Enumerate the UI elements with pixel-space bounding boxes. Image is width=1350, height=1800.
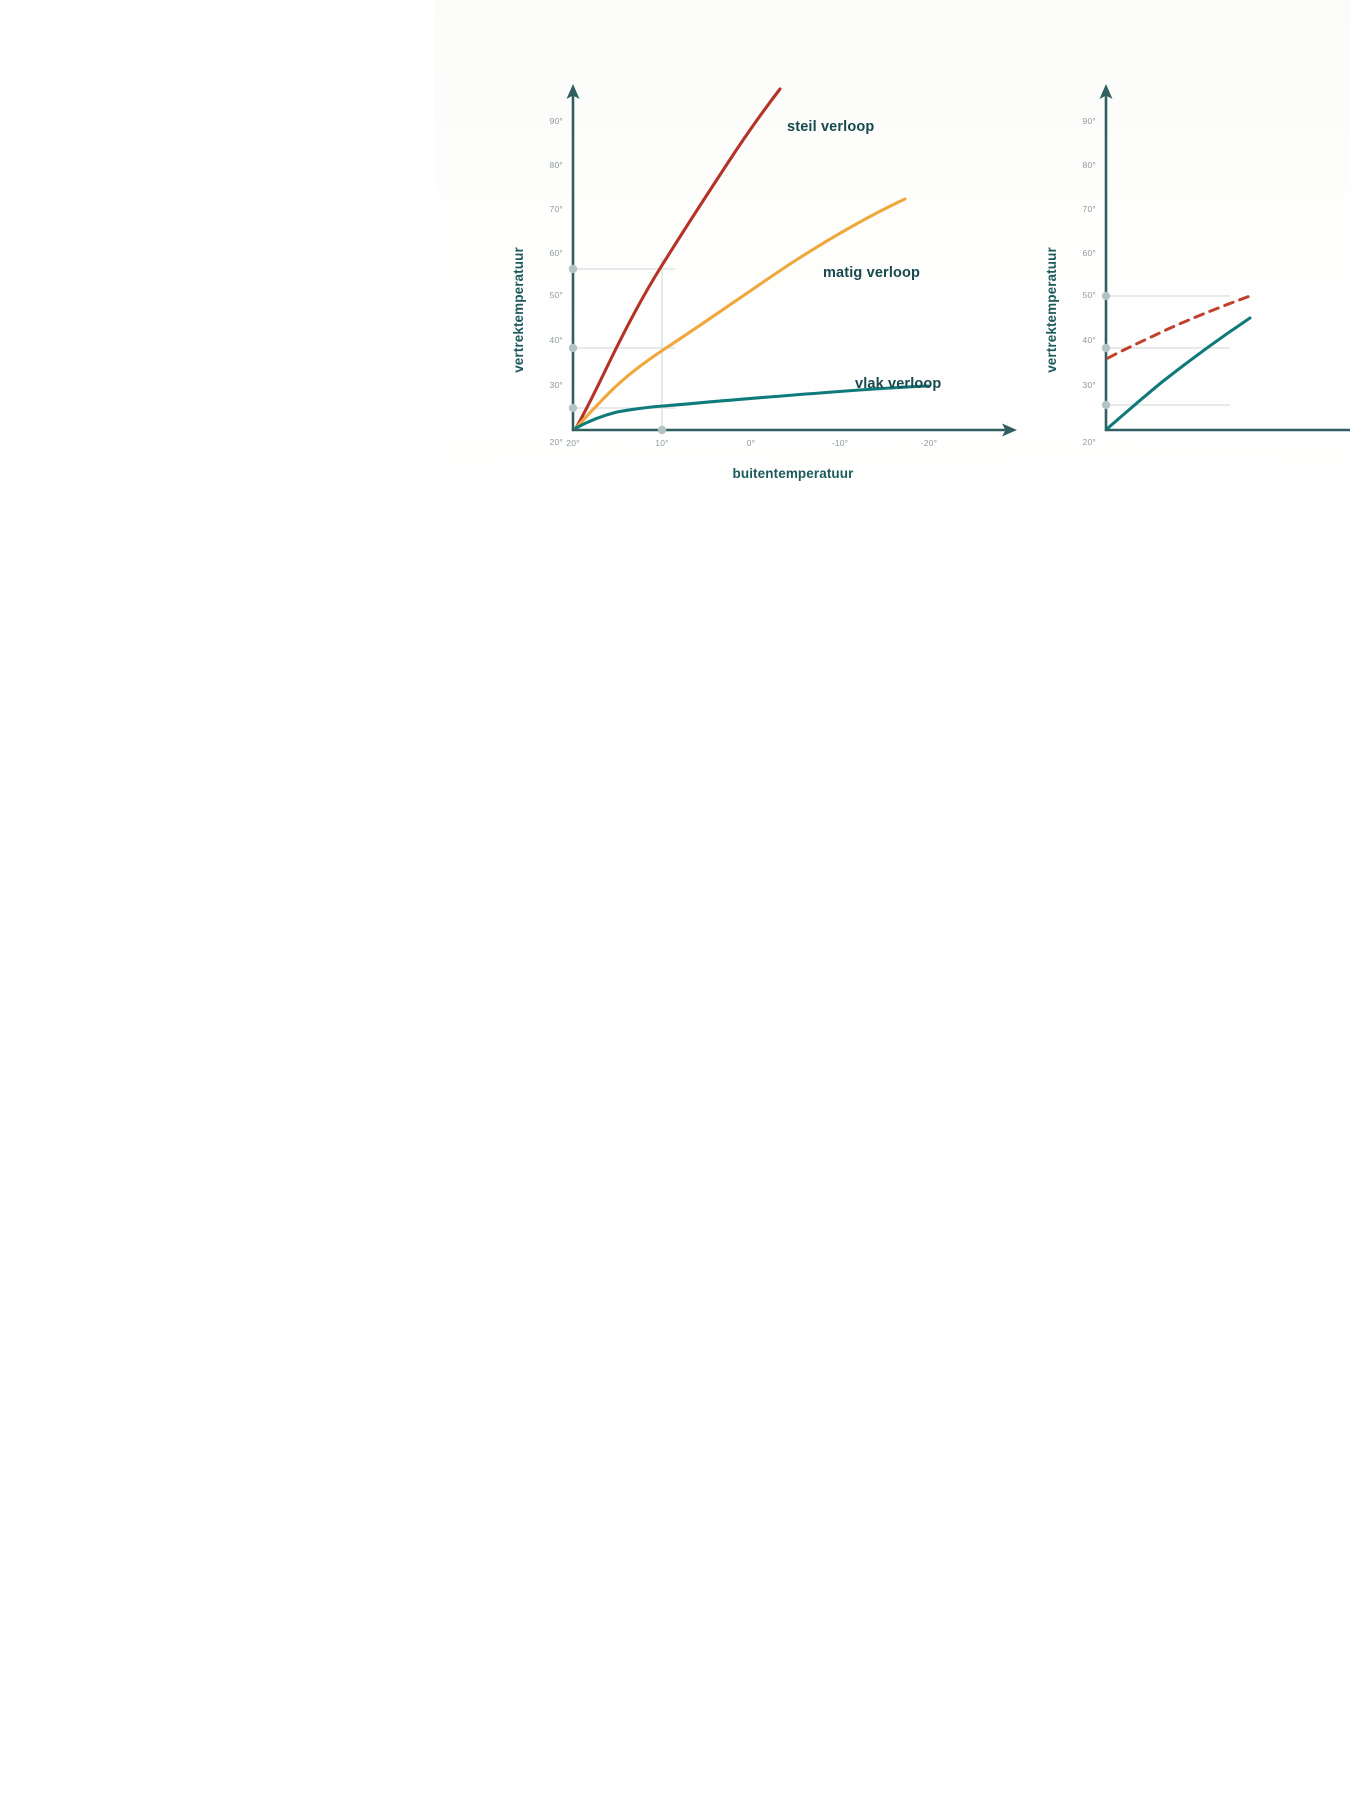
page-whitespace-left [0,0,435,528]
y-tick-40-right: 40° [1083,335,1096,345]
x-tick-0: 0° [747,438,756,448]
y-axis [566,84,580,432]
x-tick-labels: 20° 10° 0° -10° -20° [566,438,937,448]
marker-y-56 [568,264,578,274]
series-curves-right [1106,294,1252,430]
y-axis-title-right: vertrektemperatuur [1044,247,1059,373]
series-curves [574,87,930,430]
curve-label-vlak-verloop: vlak verloop [855,376,941,392]
curve-label-matig-verloop: matig verloop [823,265,920,281]
y-tick-60: 60° [550,248,563,258]
x-axis-arrowhead-icon [1002,423,1017,437]
chart-left: 90° 80° 70° 60° 50° 40° 30° 20° 20° 10° … [435,0,1075,528]
x-tick-20: 20° [566,438,579,448]
y-tick-80-right: 80° [1083,160,1096,170]
y-tick-40: 40° [550,335,563,345]
y-tick-50: 50° [550,290,563,300]
y-tick-20-right: 20° [1083,437,1096,447]
x-axis [571,423,1017,437]
marker-y-38-right [1101,343,1111,353]
y-tick-70-right: 70° [1083,204,1096,214]
curve-labels: steil verloop matig verloop vlak verloop [787,119,941,392]
y-axis-right [1099,84,1113,432]
marker-y-24 [568,403,578,413]
figure-panel [435,0,1350,528]
marker-y-24-right [1101,400,1111,410]
chart-right-partial: 90° 80° 70° 60° 50° 40° 30° 20° vertrekt… [1000,0,1350,528]
y-tick-70: 70° [550,204,563,214]
y-tick-90: 90° [550,116,563,126]
curve-dashed-red-right [1106,294,1252,360]
x-tick-minus10: -10° [832,438,848,448]
guide-markers [568,264,667,435]
marker-y-38 [568,343,578,353]
y-tick-60-right: 60° [1083,248,1096,258]
y-axis-title: vertrektemperatuur [511,247,526,373]
page-whitespace-below [0,528,1350,1800]
y-tick-20: 20° [550,437,563,447]
marker-y-50-right [1101,291,1111,301]
curve-steil-verloop [574,87,782,430]
curve-label-steil-verloop: steil verloop [787,119,874,135]
guide-markers-right [1101,291,1111,410]
curve-matig-verloop [574,197,907,430]
y-axis-arrowhead-icon [566,84,580,99]
curve-solid-teal-right [1106,316,1252,430]
chart-left-svg: 90° 80° 70° 60° 50° 40° 30° 20° 20° 10° … [511,84,1017,481]
y-tick-labels-right: 90° 80° 70° 60° 50° 40° 30° 20° [1083,116,1096,447]
y-tick-80: 80° [550,160,563,170]
y-tick-90-right: 90° [1083,116,1096,126]
x-tick-minus20: -20° [921,438,937,448]
x-tick-10: 10° [655,438,668,448]
y-tick-50-right: 50° [1083,290,1096,300]
y-tick-30-right: 30° [1083,380,1096,390]
curve-vlak-verloop [574,384,930,430]
chart-right-svg: 90° 80° 70° 60° 50° 40° 30° 20° vertrekt… [1044,84,1350,447]
marker-x-10 [657,425,667,435]
x-axis-title: buitentemperatuur [733,466,855,481]
y-axis-arrowhead-icon-right [1099,84,1113,99]
y-tick-labels: 90° 80° 70° 60° 50° 40° 30° 20° [550,116,563,447]
y-tick-30: 30° [550,380,563,390]
